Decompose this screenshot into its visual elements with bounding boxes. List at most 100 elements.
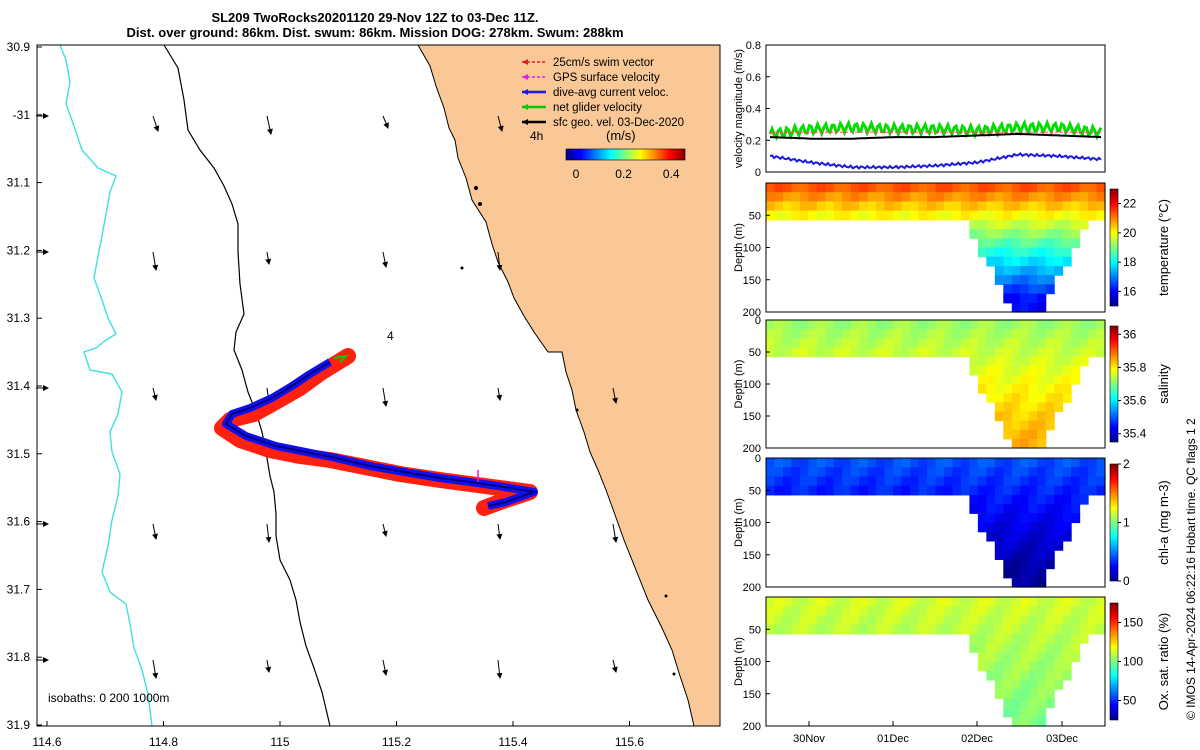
section-cell: [1045, 210, 1055, 221]
section-cell: [994, 320, 1004, 330]
land-area: [417, 44, 721, 727]
section-cell: [893, 183, 903, 193]
section-cell: [1011, 707, 1021, 718]
section-cell: [893, 201, 903, 212]
depth-tick: 50: [749, 347, 761, 359]
section-cell: [816, 485, 826, 496]
section-cell: [1079, 485, 1089, 496]
section-cell: [766, 597, 776, 607]
section-cell: [1011, 393, 1021, 403]
section-cell: [901, 192, 911, 203]
section-cell: [977, 476, 987, 487]
date-tick-label: 02Dec: [961, 733, 993, 745]
section-cell: [994, 633, 1004, 644]
section-cell: [1054, 504, 1064, 514]
section-cell: [774, 485, 784, 496]
section-cell: [867, 210, 877, 221]
section-cell: [994, 467, 1004, 478]
section-cell: [791, 476, 801, 487]
isobath-200m: [163, 44, 331, 727]
section-cell: [808, 606, 818, 617]
section-cell: [1003, 275, 1013, 285]
section-cell: [782, 210, 793, 221]
glider-track: [214, 348, 538, 516]
map-y-tick-label: 31.2: [7, 243, 31, 257]
section-cell: [910, 458, 920, 468]
section-cell: [876, 338, 886, 349]
section-cell: [1071, 494, 1081, 505]
section-cell: [1096, 347, 1106, 358]
section-cell: [943, 338, 954, 349]
section-cell: [1079, 467, 1089, 478]
section-cell: [1088, 329, 1098, 339]
section-cell: [1020, 210, 1030, 221]
section-cell: [1020, 347, 1030, 358]
section-cell: [1028, 652, 1038, 663]
section-cell: [901, 347, 911, 358]
current-vector: [496, 659, 503, 679]
section-cell: [842, 597, 852, 607]
section-cell: [816, 329, 826, 339]
current-vector: [496, 387, 503, 401]
section-cell: [1003, 698, 1013, 709]
section-cell: [1028, 293, 1038, 304]
section-cell: [1071, 192, 1081, 203]
section-cell: [1011, 210, 1021, 221]
section-cell: [910, 338, 920, 349]
section-cell: [1003, 707, 1013, 718]
section-cell: [1045, 679, 1055, 690]
section-cell: [1045, 275, 1055, 285]
section-cell: [791, 458, 801, 468]
section-cell: [977, 458, 987, 468]
legend-label: net glider velocity: [553, 102, 642, 114]
section-cell: [927, 338, 937, 349]
section-cell: [977, 238, 987, 249]
section-cell: [1062, 643, 1072, 653]
section-cell: [1011, 192, 1021, 203]
section-cell: [884, 183, 894, 193]
section-cell: [927, 329, 937, 339]
section-cell: [876, 606, 886, 617]
section-cell: [1054, 643, 1064, 653]
section-cell: [1003, 531, 1013, 542]
section-cell: [910, 183, 920, 193]
section-cell: [969, 219, 979, 230]
section-cell: [1011, 384, 1021, 394]
section-cell: [1028, 374, 1038, 385]
section-cell: [774, 467, 784, 478]
section-cell: [994, 411, 1004, 422]
section-cell: [1045, 393, 1055, 403]
section-cell: [1011, 670, 1021, 681]
section-cell: [1062, 661, 1072, 672]
section-cell: [910, 606, 920, 617]
section-cell: [766, 606, 776, 617]
depth-tick: 100: [743, 243, 761, 255]
section-cell: [994, 597, 1004, 607]
section-cell: [842, 347, 852, 358]
section-cell: [1045, 615, 1055, 626]
section-cell: [986, 652, 996, 663]
map-legend: 25cm/s swim vector GPS surface velocity di…: [522, 57, 684, 129]
current-vector: [496, 523, 503, 540]
section-cell: [1045, 420, 1055, 431]
section-cell: [1088, 338, 1098, 349]
section-cell: [1003, 494, 1013, 505]
section-cell: [1054, 467, 1064, 478]
section-cell: [1011, 238, 1021, 249]
section-cell: [1096, 329, 1106, 339]
section-cell: [1020, 229, 1030, 239]
section-cell: [1028, 247, 1038, 258]
section-cell: [1054, 393, 1064, 403]
velocity-series-line: [768, 118, 1103, 141]
section-cell: [1003, 550, 1013, 560]
section-cell: [1028, 707, 1038, 718]
section-cell: [943, 624, 954, 635]
section-cell: [766, 192, 776, 203]
section-cell: [791, 615, 801, 626]
section-cell: [1045, 522, 1055, 533]
section-cell: [1062, 256, 1072, 267]
section-cell: [1028, 716, 1038, 727]
section-cell: [952, 183, 962, 193]
